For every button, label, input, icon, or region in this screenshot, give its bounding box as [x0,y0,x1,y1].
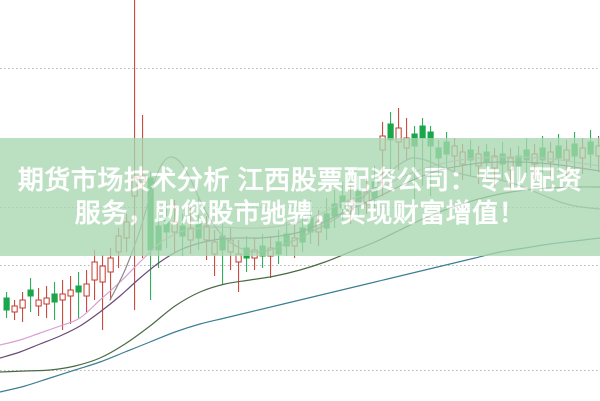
candlestick [51,282,58,320]
candle-body [99,265,106,283]
candlestick [99,255,106,330]
candle-body [59,293,66,301]
candle-body [19,299,26,309]
candle-body [419,125,426,139]
candlestick [59,280,66,330]
candlestick [83,270,90,312]
candlestick [3,292,10,318]
candle-body [51,293,58,303]
candle-body [67,289,74,297]
candle-body [91,261,98,281]
candlestick [91,250,98,300]
candle-body [3,297,10,311]
candle-body [83,283,90,297]
candle-body [11,305,18,313]
candlestick [75,272,82,318]
promo-overlay-band: 期货市场技术分析 江西股票配资公司：专业配资 服务，助您股市驰骋，实现财富增值！ [0,138,600,256]
candle-body [75,285,82,293]
candlestick [43,286,50,318]
candle-body [107,257,114,273]
candlestick [67,276,74,324]
promo-text-line-1: 期货市场技术分析 江西股票配资公司：专业配资 [17,164,583,195]
candle-body [27,289,34,297]
candlestick [11,300,18,320]
candle-body [43,297,50,305]
candlestick [35,288,42,316]
candle-body [35,299,42,307]
candlestick [19,292,26,322]
candlestick [27,278,34,312]
promo-text-line-2: 服务，助您股市驰骋，实现财富增值！ [74,198,526,228]
